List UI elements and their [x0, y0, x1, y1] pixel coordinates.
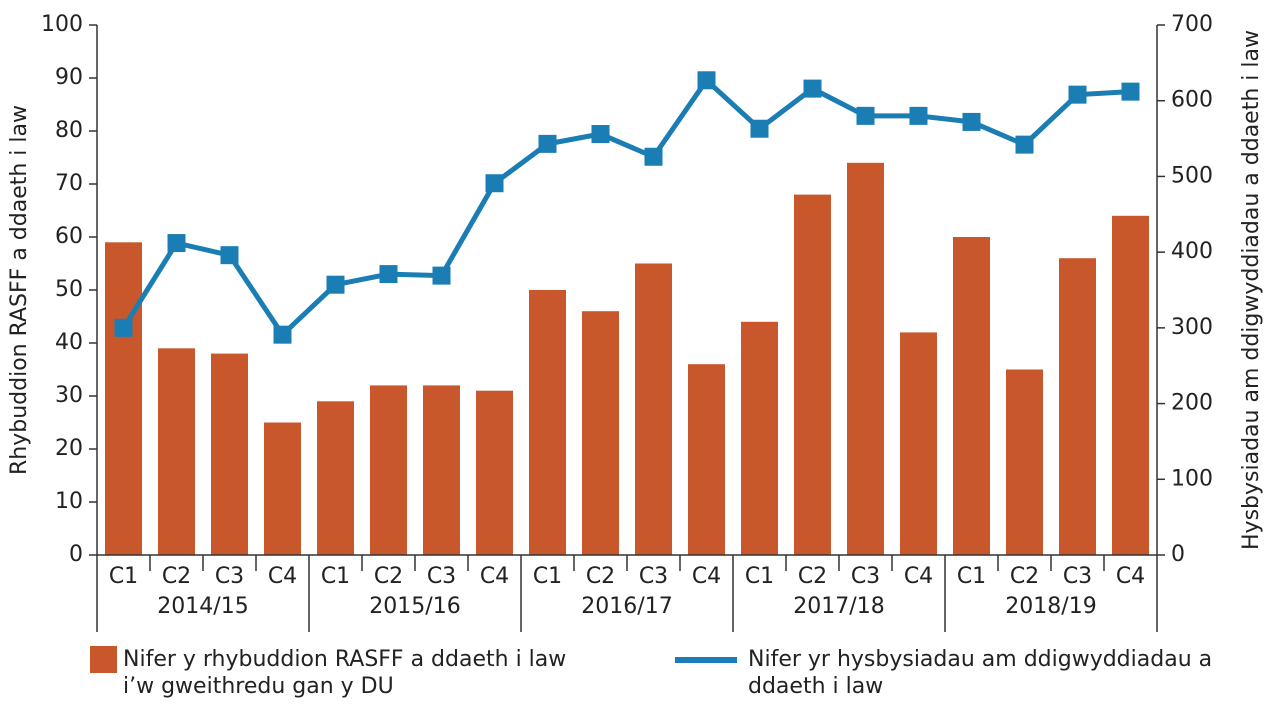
- bar: [158, 348, 195, 555]
- x-tick-label: C1: [533, 564, 562, 589]
- line-marker: [1068, 85, 1087, 104]
- line-marker: [1015, 135, 1034, 154]
- x-tick-label: C3: [427, 564, 456, 589]
- legend-swatch-line: [675, 657, 737, 663]
- y2-tick-label: 100: [1171, 466, 1213, 491]
- y2-tick-label: 700: [1171, 12, 1213, 37]
- line-marker: [591, 125, 610, 144]
- bar: [635, 263, 672, 555]
- line-marker: [856, 106, 875, 125]
- y-axis-label: Rhybuddion RASFF a ddaeth i law: [7, 105, 32, 475]
- bar: [582, 311, 619, 555]
- x-tick-label: C2: [162, 564, 191, 589]
- x-tick-label: C3: [851, 564, 880, 589]
- y-tick-label: 70: [55, 171, 83, 196]
- x-tick-label: C2: [586, 564, 615, 589]
- y-tick-label: 90: [55, 65, 83, 90]
- line-marker: [909, 106, 928, 125]
- bar: [423, 385, 460, 555]
- x-tick-label: C1: [321, 564, 350, 589]
- y-tick-label: 40: [55, 330, 83, 355]
- bar: [847, 162, 884, 556]
- y2-tick-label: 400: [1171, 239, 1213, 264]
- line-marker: [697, 71, 716, 90]
- y-tick-label: 10: [55, 489, 83, 514]
- line-marker: [1121, 82, 1140, 101]
- x-group-label: 2017/18: [793, 594, 884, 619]
- bar: [1006, 369, 1043, 555]
- x-tick-label: C4: [480, 564, 509, 589]
- x-tick-label: C1: [957, 564, 986, 589]
- x-tick-label: C4: [268, 564, 297, 589]
- bar: [900, 332, 937, 555]
- y2-axis-label: Hysbysiadau am ddigwyddiadau a ddaeth i …: [1239, 30, 1264, 550]
- bar: [105, 242, 142, 556]
- line-marker: [114, 318, 133, 337]
- x-tick-label: C3: [1063, 564, 1092, 589]
- y2-tick-label: 600: [1171, 88, 1213, 113]
- y-tick-label: 60: [55, 224, 83, 249]
- bar: [1112, 215, 1149, 556]
- legend-label: Nifer y rhybuddion RASFF a ddaeth i law …: [123, 647, 567, 699]
- bar: [476, 390, 513, 555]
- line-marker: [538, 134, 557, 153]
- y-tick-label: 30: [55, 383, 83, 408]
- line-marker: [644, 147, 663, 166]
- line-marker: [962, 112, 981, 131]
- line-marker: [432, 266, 451, 285]
- x-tick-label: C4: [904, 564, 933, 589]
- y2-tick-label: 500: [1171, 163, 1213, 188]
- bar: [794, 194, 831, 555]
- line-marker: [379, 265, 398, 284]
- x-tick-label: C1: [109, 564, 138, 589]
- y-tick-label: 80: [55, 118, 83, 143]
- x-tick-label: C2: [798, 564, 827, 589]
- y2-tick-label: 0: [1171, 542, 1185, 567]
- x-group-label: 2015/16: [369, 594, 460, 619]
- x-tick-label: C2: [374, 564, 403, 589]
- bar: [211, 353, 248, 555]
- legend-label: Nifer yr hysbysiadau am ddigwyddiadau a …: [748, 647, 1213, 699]
- y-tick-label: 50: [55, 277, 83, 302]
- line-marker: [273, 325, 292, 344]
- x-tick-label: C2: [1010, 564, 1039, 589]
- x-tick-label: C3: [215, 564, 244, 589]
- bar: [264, 422, 301, 555]
- y-tick-label: 100: [41, 12, 83, 37]
- x-group-label: 2014/15: [157, 594, 248, 619]
- line-marker: [485, 174, 504, 193]
- line-marker: [220, 246, 239, 265]
- line-marker: [750, 119, 769, 138]
- x-tick-label: C4: [692, 564, 721, 589]
- bar: [529, 290, 566, 555]
- line-marker: [167, 234, 186, 253]
- bar: [317, 401, 354, 555]
- x-tick-label: C4: [1116, 564, 1145, 589]
- bar: [741, 321, 778, 555]
- line-marker: [803, 79, 822, 98]
- y-tick-label: 0: [69, 542, 83, 567]
- bar: [370, 385, 407, 555]
- x-tick-label: C1: [745, 564, 774, 589]
- x-tick-label: C3: [639, 564, 668, 589]
- legend-swatch-bar: [90, 646, 117, 673]
- y2-tick-label: 300: [1171, 315, 1213, 340]
- bar: [1059, 258, 1096, 555]
- x-group-label: 2018/19: [1005, 594, 1096, 619]
- x-group-label: 2016/17: [581, 594, 672, 619]
- y-tick-label: 20: [55, 436, 83, 461]
- bar: [688, 364, 725, 555]
- bar: [953, 237, 990, 555]
- y2-tick-label: 200: [1171, 391, 1213, 416]
- line-marker: [326, 275, 345, 294]
